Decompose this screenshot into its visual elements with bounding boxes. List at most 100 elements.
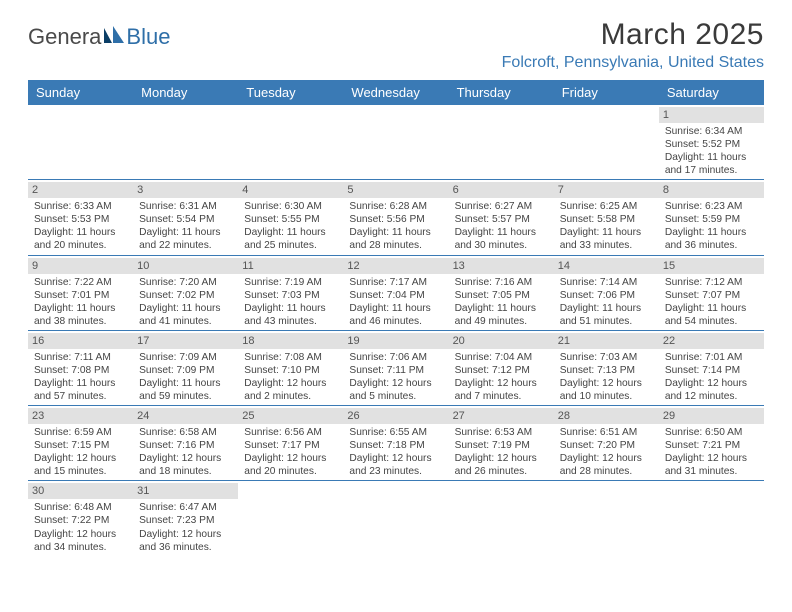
daylight-text: and 28 minutes. xyxy=(349,239,444,252)
sunset-text: Sunset: 7:11 PM xyxy=(349,364,444,377)
daylight-text: Daylight: 12 hours xyxy=(349,452,444,465)
daylight-text: Daylight: 12 hours xyxy=(665,452,760,465)
daylight-text: Daylight: 12 hours xyxy=(34,528,129,541)
day-number: 21 xyxy=(554,333,659,349)
logo-text-part2: Blue xyxy=(126,24,170,50)
day-number: 28 xyxy=(554,408,659,424)
day-number: 13 xyxy=(449,258,554,274)
sunrise-text: Sunrise: 6:48 AM xyxy=(34,501,129,514)
day-number: 20 xyxy=(449,333,554,349)
day-cell: 4Sunrise: 6:30 AMSunset: 5:55 PMDaylight… xyxy=(238,180,343,254)
weekday-header: Friday xyxy=(554,80,659,105)
sunset-text: Sunset: 5:53 PM xyxy=(34,213,129,226)
blank-cell xyxy=(343,105,448,179)
day-number: 23 xyxy=(28,408,133,424)
day-number: 1 xyxy=(659,107,764,123)
daylight-text: Daylight: 12 hours xyxy=(560,377,655,390)
day-number: 30 xyxy=(28,483,133,499)
daylight-text: Daylight: 12 hours xyxy=(244,377,339,390)
daylight-text: and 43 minutes. xyxy=(244,315,339,328)
sunset-text: Sunset: 7:22 PM xyxy=(34,514,129,527)
weekday-header: Monday xyxy=(133,80,238,105)
daylight-text: Daylight: 11 hours xyxy=(349,226,444,239)
day-cell: 10Sunrise: 7:20 AMSunset: 7:02 PMDayligh… xyxy=(133,256,238,330)
day-cell: 29Sunrise: 6:50 AMSunset: 7:21 PMDayligh… xyxy=(659,406,764,480)
sunset-text: Sunset: 7:10 PM xyxy=(244,364,339,377)
daylight-text: Daylight: 12 hours xyxy=(665,377,760,390)
location-subtitle: Folcroft, Pennsylvania, United States xyxy=(502,54,764,72)
daylight-text: Daylight: 12 hours xyxy=(349,377,444,390)
day-cell: 19Sunrise: 7:06 AMSunset: 7:11 PMDayligh… xyxy=(343,331,448,405)
day-cell: 24Sunrise: 6:58 AMSunset: 7:16 PMDayligh… xyxy=(133,406,238,480)
daylight-text: Daylight: 12 hours xyxy=(455,377,550,390)
daylight-text: and 7 minutes. xyxy=(455,390,550,403)
sunrise-text: Sunrise: 6:55 AM xyxy=(349,426,444,439)
daylight-text: and 54 minutes. xyxy=(665,315,760,328)
sunset-text: Sunset: 7:06 PM xyxy=(560,289,655,302)
daylight-text: and 30 minutes. xyxy=(455,239,550,252)
day-cell: 7Sunrise: 6:25 AMSunset: 5:58 PMDaylight… xyxy=(554,180,659,254)
sunrise-text: Sunrise: 7:03 AM xyxy=(560,351,655,364)
day-cell: 20Sunrise: 7:04 AMSunset: 7:12 PMDayligh… xyxy=(449,331,554,405)
daylight-text: Daylight: 12 hours xyxy=(560,452,655,465)
sunrise-text: Sunrise: 6:50 AM xyxy=(665,426,760,439)
sunrise-text: Sunrise: 6:34 AM xyxy=(665,125,760,138)
sunrise-text: Sunrise: 7:06 AM xyxy=(349,351,444,364)
day-cell: 13Sunrise: 7:16 AMSunset: 7:05 PMDayligh… xyxy=(449,256,554,330)
daylight-text: Daylight: 11 hours xyxy=(665,226,760,239)
day-number: 5 xyxy=(343,182,448,198)
sunset-text: Sunset: 5:55 PM xyxy=(244,213,339,226)
sunrise-text: Sunrise: 7:14 AM xyxy=(560,276,655,289)
calendar-page: GeneraBlue March 2025 Folcroft, Pennsylv… xyxy=(0,0,792,556)
daylight-text: and 5 minutes. xyxy=(349,390,444,403)
weekday-header: Wednesday xyxy=(343,80,448,105)
day-cell: 23Sunrise: 6:59 AMSunset: 7:15 PMDayligh… xyxy=(28,406,133,480)
day-cell: 26Sunrise: 6:55 AMSunset: 7:18 PMDayligh… xyxy=(343,406,448,480)
daylight-text: Daylight: 11 hours xyxy=(139,302,234,315)
sunrise-text: Sunrise: 7:12 AM xyxy=(665,276,760,289)
sunset-text: Sunset: 7:07 PM xyxy=(665,289,760,302)
blank-cell xyxy=(659,481,764,555)
sunset-text: Sunset: 7:09 PM xyxy=(139,364,234,377)
day-cell: 14Sunrise: 7:14 AMSunset: 7:06 PMDayligh… xyxy=(554,256,659,330)
daylight-text: Daylight: 11 hours xyxy=(34,302,129,315)
daylight-text: Daylight: 11 hours xyxy=(34,377,129,390)
day-cell: 11Sunrise: 7:19 AMSunset: 7:03 PMDayligh… xyxy=(238,256,343,330)
sunrise-text: Sunrise: 6:25 AM xyxy=(560,200,655,213)
day-cell: 28Sunrise: 6:51 AMSunset: 7:20 PMDayligh… xyxy=(554,406,659,480)
day-number: 2 xyxy=(28,182,133,198)
daylight-text: and 2 minutes. xyxy=(244,390,339,403)
sunset-text: Sunset: 7:03 PM xyxy=(244,289,339,302)
day-cell: 1Sunrise: 6:34 AMSunset: 5:52 PMDaylight… xyxy=(659,105,764,179)
blank-cell xyxy=(133,105,238,179)
daylight-text: and 25 minutes. xyxy=(244,239,339,252)
daylight-text: and 10 minutes. xyxy=(560,390,655,403)
daylight-text: and 41 minutes. xyxy=(139,315,234,328)
calendar-row: 9Sunrise: 7:22 AMSunset: 7:01 PMDaylight… xyxy=(28,256,764,331)
sunset-text: Sunset: 7:23 PM xyxy=(139,514,234,527)
day-cell: 17Sunrise: 7:09 AMSunset: 7:09 PMDayligh… xyxy=(133,331,238,405)
day-cell: 9Sunrise: 7:22 AMSunset: 7:01 PMDaylight… xyxy=(28,256,133,330)
sunset-text: Sunset: 7:05 PM xyxy=(455,289,550,302)
sunrise-text: Sunrise: 6:56 AM xyxy=(244,426,339,439)
daylight-text: Daylight: 11 hours xyxy=(665,302,760,315)
daylight-text: and 33 minutes. xyxy=(560,239,655,252)
calendar-row: 23Sunrise: 6:59 AMSunset: 7:15 PMDayligh… xyxy=(28,406,764,481)
month-title: March 2025 xyxy=(502,18,764,52)
sunrise-text: Sunrise: 6:33 AM xyxy=(34,200,129,213)
calendar-grid: Sunday Monday Tuesday Wednesday Thursday… xyxy=(28,80,764,556)
day-number: 18 xyxy=(238,333,343,349)
blank-cell xyxy=(449,481,554,555)
blank-cell xyxy=(449,105,554,179)
daylight-text: and 38 minutes. xyxy=(34,315,129,328)
day-number: 24 xyxy=(133,408,238,424)
sunset-text: Sunset: 7:19 PM xyxy=(455,439,550,452)
sunset-text: Sunset: 7:02 PM xyxy=(139,289,234,302)
daylight-text: and 18 minutes. xyxy=(139,465,234,478)
weekday-header-row: Sunday Monday Tuesday Wednesday Thursday… xyxy=(28,80,764,105)
daylight-text: Daylight: 11 hours xyxy=(665,151,760,164)
day-cell: 22Sunrise: 7:01 AMSunset: 7:14 PMDayligh… xyxy=(659,331,764,405)
calendar-row: 30 Sunrise: 6:48 AMSunset: 7:22 PMDayligh… xyxy=(28,481,764,555)
day-cell: 27Sunrise: 6:53 AMSunset: 7:19 PMDayligh… xyxy=(449,406,554,480)
day-number: 10 xyxy=(133,258,238,274)
